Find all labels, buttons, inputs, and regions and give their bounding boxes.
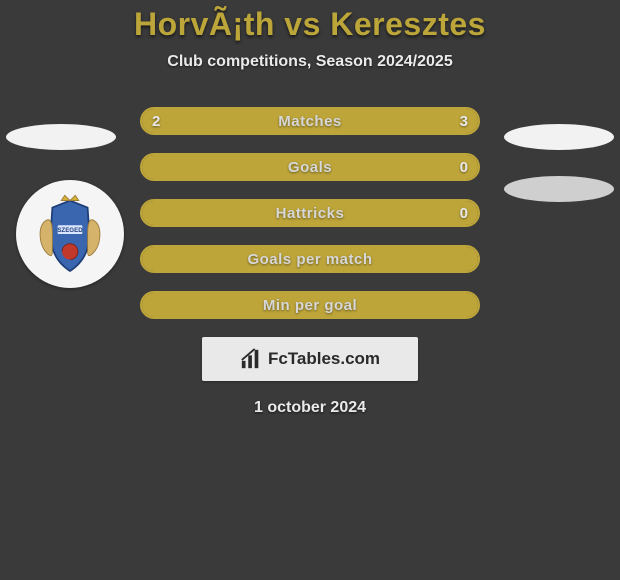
crest-banner-text: SZEGED	[57, 227, 83, 234]
stat-bar: Goals0	[140, 153, 480, 181]
player-right-pill-2	[504, 176, 614, 202]
club-crest-icon: SZEGED	[26, 190, 114, 278]
stat-right-value: 0	[438, 159, 478, 176]
stat-label: Matches	[182, 113, 438, 130]
player-right-pill-1	[504, 124, 614, 150]
stat-label: Goals	[182, 159, 438, 176]
date-label: 1 october 2024	[0, 399, 620, 417]
page-title: HorvÃ¡th vs Keresztes	[0, 6, 620, 43]
stat-bar: Hattricks0	[140, 199, 480, 227]
stat-bar: 2Matches3	[140, 107, 480, 135]
player-left-pill	[6, 124, 116, 150]
club-crest: SZEGED	[16, 180, 124, 288]
bar-chart-icon	[240, 348, 262, 370]
stat-label: Min per goal	[182, 297, 438, 314]
stat-label: Hattricks	[182, 205, 438, 222]
page-subtitle: Club competitions, Season 2024/2025	[0, 53, 620, 71]
stat-bar: Goals per match	[140, 245, 480, 273]
stat-label: Goals per match	[182, 251, 438, 268]
stat-left-value: 2	[142, 113, 182, 130]
stat-row: Goals0	[0, 153, 620, 181]
stat-bar: Min per goal	[140, 291, 480, 319]
stat-right-value: 3	[438, 113, 478, 130]
stat-right-value: 0	[438, 205, 478, 222]
branding-box[interactable]: FcTables.com	[202, 337, 418, 381]
stat-row: Min per goal	[0, 291, 620, 319]
branding-text: FcTables.com	[268, 349, 380, 369]
